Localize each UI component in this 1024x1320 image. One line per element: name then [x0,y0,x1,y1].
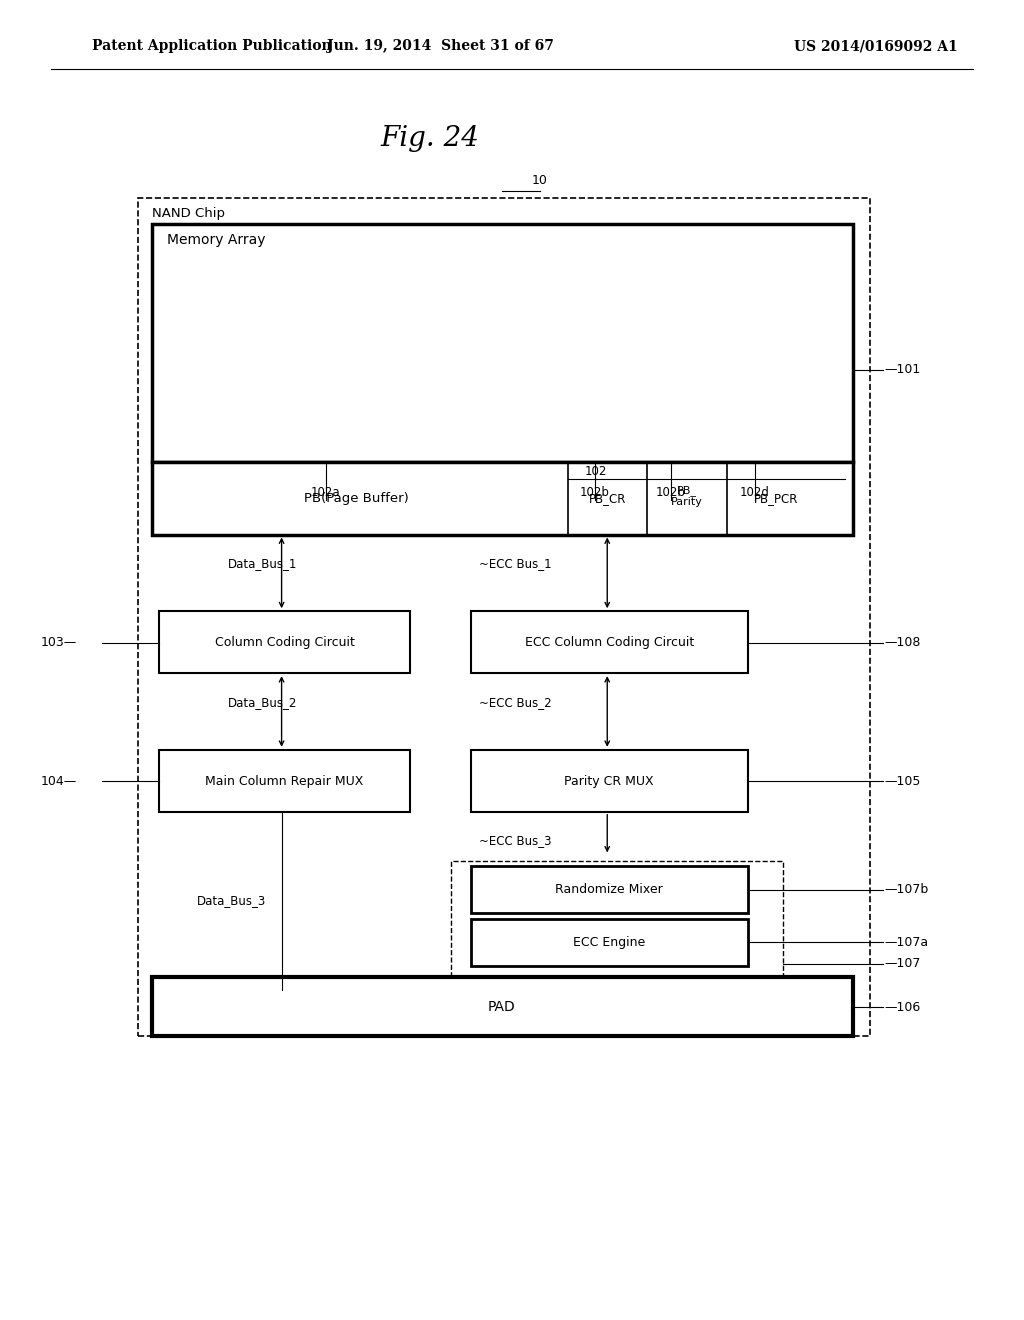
Bar [152,224,853,462]
Text: ECC Engine: ECC Engine [573,936,645,949]
Text: ~ECC Bus_2: ~ECC Bus_2 [479,696,552,709]
Bar [451,861,783,977]
Text: ~ECC Bus_3: ~ECC Bus_3 [479,834,552,847]
Text: 102b: 102b [580,486,610,499]
Text: —105: —105 [885,775,922,788]
Text: —106: —106 [885,1001,921,1014]
Text: Patent Application Publication: Patent Application Publication [92,40,332,53]
Bar [152,462,853,535]
Text: 102b: 102b [655,486,686,499]
Text: Randomize Mixer: Randomize Mixer [555,883,664,896]
Text: —107: —107 [885,957,922,970]
Text: NAND Chip: NAND Chip [152,207,224,220]
Text: Memory Array: Memory Array [167,234,265,247]
Text: 102d: 102d [739,486,770,499]
Text: PB_CR: PB_CR [589,492,626,506]
Bar [471,611,748,673]
Text: Main Column Repair MUX: Main Column Repair MUX [206,775,364,788]
Text: PAD: PAD [487,1001,516,1014]
Text: Fig. 24: Fig. 24 [381,125,479,152]
Text: 104—: 104— [41,775,77,788]
Text: Jun. 19, 2014  Sheet 31 of 67: Jun. 19, 2014 Sheet 31 of 67 [327,40,554,53]
Text: ECC Column Coding Circuit: ECC Column Coding Circuit [524,636,694,649]
Text: PB_PCR: PB_PCR [754,492,799,506]
Bar [471,919,748,966]
Bar [138,198,870,1036]
Text: 102: 102 [585,465,607,478]
Text: Data_Bus_1: Data_Bus_1 [227,557,297,570]
Text: Parity CR MUX: Parity CR MUX [564,775,654,788]
Text: —107b: —107b [885,883,929,896]
Text: —101: —101 [885,363,921,376]
Bar [159,750,410,812]
Bar [471,866,748,913]
Text: PB(Page Buffer): PB(Page Buffer) [304,492,409,506]
Text: —107a: —107a [885,936,929,949]
Bar [152,977,853,1036]
Bar [159,611,410,673]
Text: Data_Bus_3: Data_Bus_3 [197,894,266,907]
Text: ~ECC Bus_1: ~ECC Bus_1 [479,557,552,570]
Text: PB_
Parity: PB_ Parity [671,486,703,507]
Text: 102a: 102a [311,486,340,499]
Text: Column Coding Circuit: Column Coding Circuit [215,636,354,649]
Text: 10: 10 [531,174,548,187]
Text: US 2014/0169092 A1: US 2014/0169092 A1 [794,40,957,53]
Text: —108: —108 [885,636,922,649]
Text: 103—: 103— [41,636,77,649]
Text: Data_Bus_2: Data_Bus_2 [227,696,297,709]
Bar [471,750,748,812]
